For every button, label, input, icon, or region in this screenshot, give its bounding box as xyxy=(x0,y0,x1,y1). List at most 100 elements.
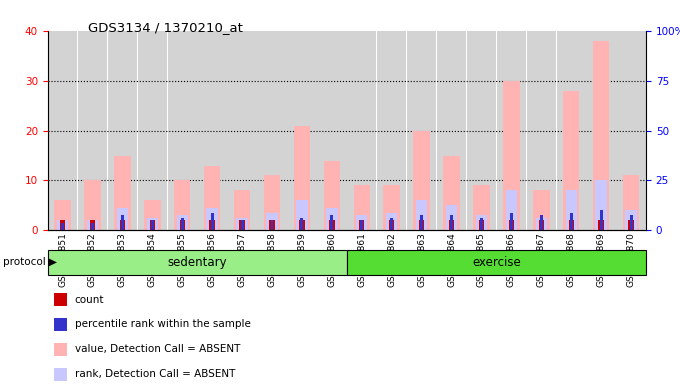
Bar xyxy=(61,223,64,230)
Bar xyxy=(114,156,131,230)
Bar xyxy=(480,218,483,230)
Bar xyxy=(239,220,245,230)
Bar xyxy=(437,31,466,230)
Bar xyxy=(227,31,257,230)
Bar xyxy=(296,200,307,230)
Bar xyxy=(533,190,549,230)
Bar xyxy=(257,31,287,230)
Text: protocol ▶: protocol ▶ xyxy=(3,257,57,267)
Bar xyxy=(510,213,513,230)
Bar xyxy=(540,215,543,230)
Bar xyxy=(84,180,101,230)
Bar xyxy=(204,166,220,230)
Bar xyxy=(181,218,184,230)
Bar xyxy=(207,208,218,230)
Bar xyxy=(241,220,243,230)
Bar xyxy=(386,213,397,230)
Bar xyxy=(449,220,454,230)
Bar xyxy=(526,31,556,230)
Text: percentile rank within the sample: percentile rank within the sample xyxy=(75,319,251,329)
Bar xyxy=(91,223,94,230)
Text: rank, Detection Call = ABSENT: rank, Detection Call = ABSENT xyxy=(75,369,235,379)
Bar xyxy=(177,215,188,230)
Text: value, Detection Call = ABSENT: value, Detection Call = ABSENT xyxy=(75,344,240,354)
Bar xyxy=(237,218,248,230)
Bar xyxy=(384,185,400,230)
Bar xyxy=(48,31,78,230)
Bar xyxy=(596,180,607,230)
Bar xyxy=(598,220,604,230)
Bar xyxy=(267,213,277,230)
Bar xyxy=(264,175,280,230)
Bar xyxy=(420,215,423,230)
Bar xyxy=(476,215,487,230)
Bar xyxy=(197,31,227,230)
Bar xyxy=(509,220,514,230)
Bar xyxy=(78,31,107,230)
Bar xyxy=(356,215,367,230)
Bar xyxy=(347,250,646,275)
Text: exercise: exercise xyxy=(472,256,521,268)
Bar xyxy=(496,31,526,230)
Bar xyxy=(209,220,215,230)
Bar xyxy=(324,161,340,230)
Bar xyxy=(479,220,484,230)
Bar xyxy=(570,213,573,230)
Bar xyxy=(174,180,190,230)
Bar xyxy=(150,220,155,230)
Bar xyxy=(450,215,453,230)
Bar xyxy=(234,190,250,230)
Bar xyxy=(628,220,634,230)
Bar xyxy=(87,220,98,230)
Bar xyxy=(389,220,394,230)
Bar xyxy=(60,220,65,230)
Bar xyxy=(117,208,128,230)
Bar xyxy=(466,31,496,230)
Bar xyxy=(347,31,377,230)
Bar xyxy=(626,210,636,230)
Bar xyxy=(416,200,427,230)
Bar xyxy=(301,218,303,230)
Bar xyxy=(566,190,577,230)
Bar xyxy=(326,208,337,230)
Bar xyxy=(269,220,275,230)
Bar xyxy=(360,220,363,230)
Bar xyxy=(294,126,310,230)
Bar xyxy=(539,220,544,230)
Bar xyxy=(211,213,214,230)
Bar xyxy=(506,190,517,230)
Bar xyxy=(330,215,333,230)
Bar xyxy=(623,175,639,230)
Bar xyxy=(329,220,335,230)
Bar xyxy=(630,215,632,230)
Bar xyxy=(413,131,430,230)
Text: sedentary: sedentary xyxy=(167,256,227,268)
Bar xyxy=(359,220,364,230)
Bar xyxy=(556,31,586,230)
Bar xyxy=(354,185,370,230)
Bar xyxy=(299,220,305,230)
Bar xyxy=(48,250,347,275)
Bar xyxy=(90,220,95,230)
Bar xyxy=(503,81,520,230)
Bar xyxy=(54,200,71,230)
Bar xyxy=(536,218,547,230)
Bar xyxy=(287,31,317,230)
Bar xyxy=(317,31,347,230)
Text: GDS3134 / 1370210_at: GDS3134 / 1370210_at xyxy=(88,21,243,34)
Text: count: count xyxy=(75,295,104,305)
Bar xyxy=(180,220,185,230)
Bar xyxy=(568,220,574,230)
Bar xyxy=(419,220,424,230)
Bar xyxy=(593,41,609,230)
Bar xyxy=(107,31,137,230)
Bar xyxy=(167,31,197,230)
Bar xyxy=(271,220,273,230)
Bar xyxy=(600,210,602,230)
Bar xyxy=(407,31,437,230)
Bar xyxy=(473,185,490,230)
Bar xyxy=(137,31,167,230)
Bar xyxy=(390,218,393,230)
Bar xyxy=(446,205,457,230)
Bar xyxy=(151,220,154,230)
